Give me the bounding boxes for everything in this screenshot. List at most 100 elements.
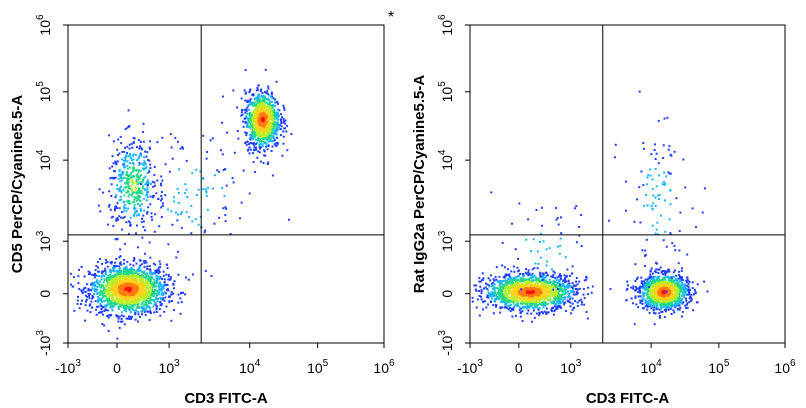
event-dot-pop3	[123, 150, 126, 153]
event-dot-pop3	[123, 206, 126, 209]
event-dot-pop1	[562, 284, 565, 287]
event-dot-pop1	[149, 312, 152, 314]
event-dot-pop3	[160, 206, 163, 209]
event-dot-pop1	[479, 280, 482, 283]
event-dot-pop1	[166, 267, 169, 270]
event-dot-pop1	[143, 262, 146, 265]
event-dot-pop1	[576, 305, 579, 307]
event-dot-pop2	[251, 127, 254, 129]
event-dot-pop1	[133, 303, 135, 306]
event-dot-pop1	[103, 278, 106, 281]
event-dot-pop1	[143, 272, 146, 275]
event-dot-pop2	[249, 133, 252, 136]
event-dot-pop3	[132, 162, 134, 165]
event-dot-pop1	[159, 263, 162, 266]
event-dot-pop4	[229, 233, 232, 235]
event-dot-pop1	[530, 305, 533, 308]
event-dot-pop4	[239, 217, 241, 220]
event-dot-pop1	[172, 282, 175, 285]
event-dot-pop1	[552, 270, 555, 273]
event-dot-pop2	[688, 301, 691, 304]
event-dot-pop1	[517, 279, 520, 281]
event-dot-pop1	[147, 276, 150, 279]
event-dot-pop1	[159, 266, 162, 269]
event-dot-pop1	[503, 276, 506, 279]
event-dot-pop2	[258, 139, 261, 142]
event-dot-pop1	[96, 305, 99, 308]
event-dot-pop2	[251, 125, 254, 128]
event-dot-pop3	[138, 164, 141, 166]
event-dot-pop2	[272, 132, 275, 135]
event-dot-pop1	[510, 270, 513, 273]
event-dot-pop1	[160, 293, 163, 296]
event-dot-pop3	[123, 176, 126, 179]
event-dot-pop4	[199, 170, 202, 173]
event-dot-pop2	[703, 280, 706, 283]
event-dot-pop4	[210, 274, 213, 277]
event-dot-pop1	[491, 287, 494, 290]
event-dot-pop3	[134, 207, 137, 210]
event-dot-pop3	[148, 140, 151, 143]
event-dot-pop2	[653, 270, 656, 273]
event-dot-pop1	[88, 289, 91, 292]
event-dot-pop2	[637, 306, 640, 309]
event-dot-pop3	[143, 161, 146, 164]
event-dot-pop2	[270, 101, 273, 103]
event-dot-pop4	[205, 157, 208, 160]
event-dot-pop1	[146, 268, 149, 271]
event-dot-pop3	[131, 178, 134, 181]
event-dot-pop4	[204, 188, 207, 191]
event-dot-pop4	[177, 213, 180, 216]
event-dot-pop2	[265, 133, 268, 136]
event-dot-pop1	[147, 301, 150, 304]
event-dot-pop2	[253, 136, 256, 139]
event-dot-pop2	[653, 312, 655, 315]
event-dot-pop1	[88, 273, 91, 276]
event-dot-pop3	[145, 199, 148, 202]
event-dot-pop3	[124, 128, 127, 131]
event-dot-pop1	[504, 289, 507, 292]
event-dot-pop1	[526, 312, 529, 315]
event-dot-pop1	[143, 270, 146, 273]
event-dot-pop1	[523, 300, 526, 303]
event-dot-pop3	[124, 158, 127, 161]
event-dot-pop2	[686, 276, 689, 279]
event-dot-pop1	[545, 285, 548, 287]
event-dot-pop1	[532, 309, 535, 312]
event-dot-pop2	[275, 80, 278, 83]
event-dot-pop1	[131, 280, 134, 283]
event-dot-pop3	[117, 218, 120, 221]
event-dot-pop2	[255, 106, 258, 109]
event-dot-pop1	[157, 278, 160, 281]
event-dot-pop1	[102, 313, 104, 316]
event-dot-pop4	[147, 184, 149, 187]
event-dot-pop1	[159, 281, 162, 284]
event-dot-pop1	[122, 269, 125, 272]
event-dot-pop1	[123, 283, 126, 286]
event-dot-pop1	[134, 303, 137, 306]
event-dot-pop4	[216, 169, 219, 172]
event-dot-pop1	[136, 273, 139, 276]
event-dot-pop1	[509, 299, 512, 302]
event-dot-pop1	[509, 310, 512, 313]
event-dot-pop1	[122, 259, 125, 261]
event-dot-pop1	[97, 305, 100, 308]
event-dot-pop1	[564, 310, 567, 312]
event-dot-pop1	[129, 311, 132, 314]
event-dot-pop1	[558, 300, 560, 303]
event-dot-pop1	[514, 304, 517, 307]
event-dot-pop2	[273, 117, 276, 120]
event-dot-pop1	[118, 326, 121, 329]
event-dot-pop3	[133, 213, 136, 216]
event-dot-pop1	[538, 314, 541, 316]
event-dot-pop1	[556, 276, 559, 279]
event-dot-pop3	[141, 162, 144, 165]
event-dot-pop3	[123, 166, 126, 169]
event-dot-pop1	[538, 276, 541, 279]
event-dot-pop1	[492, 295, 495, 298]
event-dot-pop1	[570, 312, 573, 315]
event-dot-pop4	[156, 179, 159, 182]
event-dot-pop1	[112, 304, 115, 307]
event-dot-pop1	[83, 287, 86, 290]
event-dot-pop1	[564, 301, 567, 304]
